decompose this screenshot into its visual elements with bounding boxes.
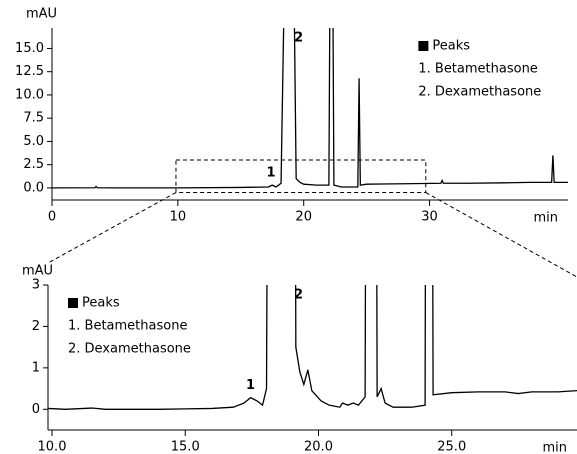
x-axis-label: min: [542, 441, 567, 454]
chromatogram-trace: [48, 285, 577, 410]
x-tick-label: 20: [295, 210, 312, 225]
y-tick-label: 5.0: [23, 134, 44, 149]
y-tick-label: 0.0: [23, 180, 44, 195]
x-tick-label: 25.0: [437, 440, 466, 454]
x-axis-label: min: [533, 211, 558, 226]
x-tick-label: 30: [421, 210, 438, 225]
y-tick-label: 3: [32, 278, 40, 293]
peak-label: 2: [294, 31, 303, 46]
y-tick-label: 7.5: [23, 111, 44, 126]
y-tick-label: 2.5: [23, 157, 44, 172]
legend-item: 1. Betamethasone: [418, 62, 537, 77]
legend-title: Peaks: [432, 39, 470, 54]
legend-item: 2. Dexamethasone: [68, 342, 191, 357]
legend-item: 1. Betamethasone: [68, 319, 187, 334]
peak-label: 2: [294, 288, 303, 303]
y-axis-label: mAU: [26, 7, 57, 22]
y-tick-label: 0: [32, 402, 40, 417]
x-tick-label: 0: [48, 210, 56, 225]
x-tick-label: 20.0: [304, 440, 333, 454]
x-tick-label: 15.0: [171, 440, 200, 454]
y-tick-label: 12.5: [15, 64, 44, 79]
y-tick-label: 15.0: [15, 41, 44, 56]
x-tick-label: 10: [170, 210, 187, 225]
legend-item: 2. Dexamethasone: [418, 85, 541, 100]
legend-marker: [68, 298, 78, 308]
zoom-box: [175, 159, 427, 194]
y-axis-label: mAU: [22, 264, 53, 279]
chromatogram-trace: [52, 28, 568, 189]
zoom-line: [425, 192, 577, 278]
y-tick-label: 1: [32, 360, 40, 375]
legend-title: Peaks: [82, 296, 120, 311]
y-tick-label: 10.0: [15, 87, 44, 102]
legend-marker: [418, 41, 429, 51]
zoom-line: [47, 192, 177, 264]
peak-label: 1: [246, 378, 255, 393]
peak-label: 1: [266, 166, 275, 181]
y-tick-label: 2: [32, 319, 40, 334]
x-tick-label: 10.0: [38, 440, 67, 454]
